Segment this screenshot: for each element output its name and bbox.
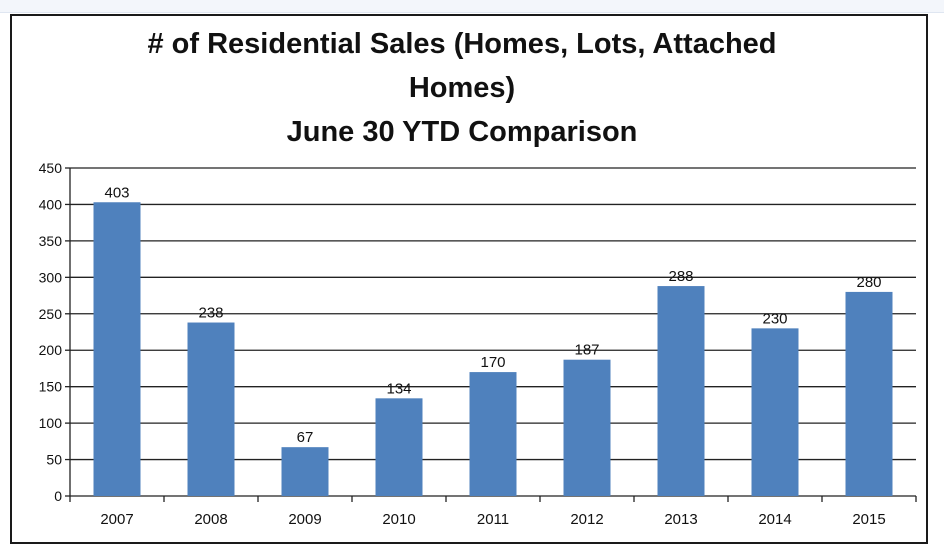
y-tick-label: 50 — [46, 452, 62, 468]
bar — [657, 286, 705, 496]
x-category-label: 2009 — [288, 511, 321, 528]
data-label: 403 — [104, 184, 129, 201]
bar — [563, 359, 611, 496]
bar — [187, 322, 235, 496]
x-category-label: 2014 — [758, 511, 791, 528]
chart-title-line-2: Homes) — [408, 72, 516, 104]
chart-title-line-3: June 30 YTD Comparison — [286, 116, 638, 148]
x-category-label: 2011 — [477, 511, 509, 528]
data-label: 187 — [574, 342, 599, 359]
bar — [375, 398, 423, 496]
data-label: 67 — [297, 429, 314, 446]
data-label: 170 — [480, 354, 505, 371]
x-category-label: 2007 — [100, 511, 133, 528]
x-category-label: 2008 — [194, 511, 227, 528]
bar — [751, 328, 799, 496]
data-label: 280 — [856, 274, 881, 291]
bar — [845, 291, 893, 496]
y-tick-label: 200 — [39, 342, 63, 358]
chart-title: # of Residential Sales (Homes, Lots, Att… — [92, 22, 832, 154]
bar-chart-plot: 0 50 100 150 200 250 300 350 400 450 403 2007 238 200… — [39, 160, 917, 528]
data-label: 134 — [386, 380, 411, 397]
y-tick-label: 400 — [39, 196, 63, 212]
y-tick-label: 450 — [39, 160, 63, 176]
y-tick-label: 300 — [39, 269, 63, 285]
x-category-label: 2013 — [664, 511, 697, 528]
data-label: 230 — [762, 310, 787, 327]
chart-title-line-1: # of Residential Sales (Homes, Lots, Att… — [147, 28, 777, 60]
y-tick-label: 350 — [39, 233, 63, 249]
bar — [469, 372, 517, 496]
y-tick-label: 250 — [39, 306, 63, 322]
bar — [93, 202, 141, 496]
data-label: 288 — [668, 268, 693, 285]
top-toolbar-strip — [0, 0, 944, 13]
y-tick-label: 150 — [39, 379, 63, 395]
x-category-label: 2010 — [382, 511, 415, 528]
x-category-label: 2012 — [570, 511, 603, 528]
y-tick-label: 0 — [54, 488, 62, 504]
bar — [281, 447, 329, 496]
data-label: 238 — [198, 305, 223, 322]
y-tick-label: 100 — [39, 415, 63, 431]
x-category-label: 2015 — [852, 511, 885, 528]
chart-frame: # of Residential Sales (Homes, Lots, Att… — [10, 14, 928, 544]
